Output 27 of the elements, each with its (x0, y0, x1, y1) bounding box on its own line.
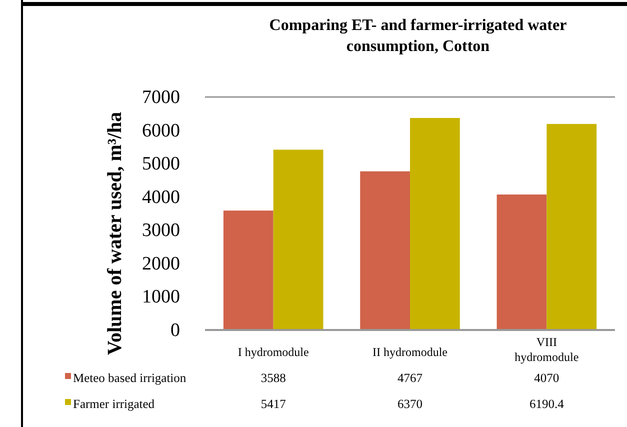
x-tick-label: VIII hydromodule (514, 335, 579, 364)
legend-label: Meteo based irrigation (73, 371, 187, 385)
x-tick-label: I hydromodule (238, 345, 309, 359)
data-label: 6190.4 (529, 397, 565, 411)
bar (410, 118, 460, 330)
y-tick-label: 6000 (142, 120, 180, 142)
y-tick-label: 7000 (142, 87, 180, 108)
y-tick-label: 4000 (142, 186, 180, 208)
y-tick-label: 2000 (142, 253, 180, 274)
y-tick-label: 1000 (142, 286, 180, 308)
bar (223, 210, 274, 330)
data-label: 6370 (398, 397, 422, 411)
chart-title: Comparing ET- and farmer-irrigated water consumption, Cotton (269, 17, 567, 55)
y-axis-title: Volume of water used, m³/ha (104, 112, 126, 356)
x-tick-label: II hydromodule (372, 345, 448, 359)
y-tick-label: 5000 (142, 154, 180, 175)
legend-label: Farmer irrigated (73, 397, 156, 411)
bar (546, 124, 597, 330)
bar (496, 194, 547, 330)
bar (360, 171, 410, 330)
bar (273, 150, 324, 330)
data-label: 4767 (398, 371, 422, 385)
data-label: 3588 (260, 371, 286, 385)
data-label: 5417 (260, 397, 286, 411)
y-tick-label: 0 (170, 320, 180, 341)
data-label: 4070 (534, 371, 560, 385)
y-tick-label: 3000 (142, 220, 180, 242)
